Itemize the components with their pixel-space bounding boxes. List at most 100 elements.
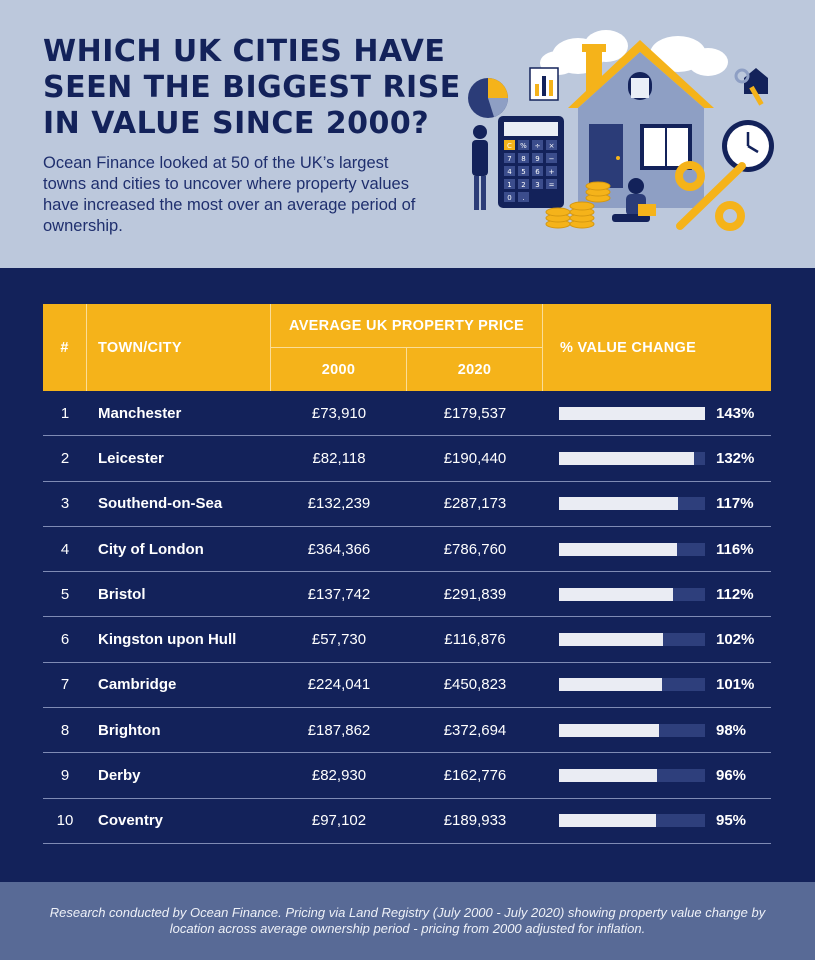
calculator-key-label: ÷ bbox=[535, 142, 541, 150]
value-change-label: 117% bbox=[716, 495, 754, 513]
table-body: 1 Manchester £73,910 £179,537 143% 2 Leicester… bbox=[43, 391, 771, 844]
rank-cell: 1 bbox=[60, 404, 70, 422]
price-2000-cell: £132,239 bbox=[307, 495, 371, 513]
bar-chart-icon bbox=[529, 67, 559, 101]
calculator-key bbox=[532, 179, 543, 189]
value-change-bar-track bbox=[559, 497, 705, 511]
calculator-key-label: 5 bbox=[521, 168, 525, 176]
title-line: SEEN THE BIGGEST RISE bbox=[43, 70, 461, 105]
city-cell: Cambridge bbox=[98, 676, 177, 694]
person-icon bbox=[612, 178, 656, 222]
value-change-bar-track bbox=[559, 633, 705, 647]
calculator-key bbox=[518, 153, 529, 163]
city-cell: City of London bbox=[98, 540, 204, 558]
calculator-key-label: = bbox=[549, 181, 555, 189]
clock-icon bbox=[722, 120, 774, 172]
value-change-table: # TOWN/CITY AVERAGE UK PROPERTY PRICE 20… bbox=[43, 304, 771, 844]
calculator-key-label: 9 bbox=[535, 155, 539, 163]
calculator-key bbox=[532, 153, 543, 163]
price-2020-cell: £786,760 bbox=[443, 540, 507, 558]
keys-icon bbox=[734, 68, 768, 106]
price-2000-cell: £57,730 bbox=[311, 631, 367, 649]
value-change-bar bbox=[559, 451, 694, 465]
value-change-bar-track bbox=[559, 451, 705, 465]
pie-chart-icon bbox=[468, 78, 508, 118]
price-2020-cell: £190,440 bbox=[443, 449, 507, 467]
table-row: 1 Manchester £73,910 £179,537 143% bbox=[43, 391, 771, 437]
calculator-key bbox=[504, 166, 515, 176]
column-header-2000: 2000 bbox=[271, 348, 407, 391]
value-change-bar-track bbox=[559, 678, 705, 692]
footer: Research conducted by Ocean Finance. Pri… bbox=[0, 882, 815, 960]
calculator-key bbox=[546, 153, 557, 163]
calculator-key-label: 8 bbox=[521, 155, 525, 163]
table-row: 10 Coventry £97,102 £189,933 95% bbox=[43, 799, 771, 844]
coin-stack-icon bbox=[545, 181, 611, 229]
value-change-bar-cell bbox=[559, 391, 705, 435]
value-change-bar-cell bbox=[559, 617, 705, 661]
value-change-bar bbox=[559, 723, 660, 737]
table-row: 9 Derby £82,930 £162,776 96% bbox=[43, 753, 771, 799]
column-group-average-price: AVERAGE UK PROPERTY PRICE bbox=[271, 304, 543, 348]
table-header: # TOWN/CITY AVERAGE UK PROPERTY PRICE 20… bbox=[43, 304, 771, 391]
value-change-bar-cell bbox=[559, 663, 705, 707]
calculator-key bbox=[504, 192, 515, 202]
value-change-bar-track bbox=[559, 769, 705, 783]
calculator-key-label: 2 bbox=[521, 181, 525, 189]
price-2020-cell: £116,876 bbox=[444, 631, 506, 649]
value-change-bar-cell bbox=[559, 799, 705, 843]
footnote: Research conducted by Ocean Finance. Pri… bbox=[49, 905, 766, 936]
price-2000-cell: £187,862 bbox=[307, 721, 371, 739]
value-change-bar bbox=[559, 769, 657, 783]
value-change-bar bbox=[559, 497, 679, 511]
value-change-label: 98% bbox=[716, 721, 747, 739]
city-cell: Kingston upon Hull bbox=[98, 631, 237, 649]
calculator-key-label: × bbox=[549, 142, 555, 150]
table-row: 4 City of London £364,366 £786,760 116% bbox=[43, 527, 771, 573]
price-2020-cell: £189,933 bbox=[443, 812, 507, 830]
value-change-label: 102% bbox=[716, 631, 755, 649]
city-cell: Bristol bbox=[98, 585, 146, 603]
calculator-key-label: . bbox=[522, 194, 524, 202]
title-line: IN VALUE SINCE 2000? bbox=[43, 106, 430, 141]
rank-cell: 8 bbox=[60, 721, 70, 739]
rank-cell: 7 bbox=[60, 676, 70, 694]
rank-cell: 6 bbox=[60, 631, 70, 649]
calculator-key bbox=[546, 166, 557, 176]
value-change-bar bbox=[559, 542, 678, 556]
value-change-label: 101% bbox=[716, 676, 755, 694]
value-change-bar-cell bbox=[559, 436, 705, 480]
calculator-icon: C% ÷ × 7 8 9 − 4 5 6 +1 2 3 = 0. bbox=[498, 116, 564, 208]
calculator-key-label: + bbox=[549, 168, 555, 176]
value-change-label: 95% bbox=[716, 812, 747, 830]
value-change-bar-cell bbox=[559, 708, 705, 752]
calculator-key-label: % bbox=[520, 142, 527, 150]
price-2020-cell: £372,694 bbox=[443, 721, 507, 739]
value-change-label: 132% bbox=[716, 449, 755, 467]
rank-cell: 4 bbox=[60, 540, 70, 558]
value-change-bar-track bbox=[559, 406, 705, 420]
price-2000-cell: £82,930 bbox=[311, 767, 367, 785]
table-row: 5 Bristol £137,742 £291,839 112% bbox=[43, 572, 771, 618]
price-2000-cell: £224,041 bbox=[307, 676, 371, 694]
price-2020-cell: £162,776 bbox=[443, 767, 507, 785]
price-2020-cell: £450,823 bbox=[443, 676, 507, 694]
calculator-key-label: 3 bbox=[535, 181, 539, 189]
value-change-bar-track bbox=[559, 814, 705, 828]
value-change-label: 116% bbox=[716, 540, 754, 558]
rank-cell: 10 bbox=[56, 812, 74, 830]
table-row: 8 Brighton £187,862 £372,694 98% bbox=[43, 708, 771, 754]
value-change-bar bbox=[559, 587, 674, 601]
column-header-rank: # bbox=[43, 304, 87, 391]
value-change-bar-track bbox=[559, 542, 705, 556]
calculator-key bbox=[518, 166, 529, 176]
price-2020-cell: £287,173 bbox=[443, 495, 507, 513]
person-icon bbox=[472, 125, 488, 210]
calculator-key bbox=[504, 140, 515, 150]
city-cell: Coventry bbox=[98, 812, 164, 830]
calculator-key-label: 7 bbox=[507, 155, 511, 163]
rank-cell: 2 bbox=[60, 449, 70, 467]
column-header-city: TOWN/CITY bbox=[87, 304, 271, 391]
column-header-2020: 2020 bbox=[407, 348, 543, 391]
price-2000-cell: £137,742 bbox=[307, 585, 371, 603]
